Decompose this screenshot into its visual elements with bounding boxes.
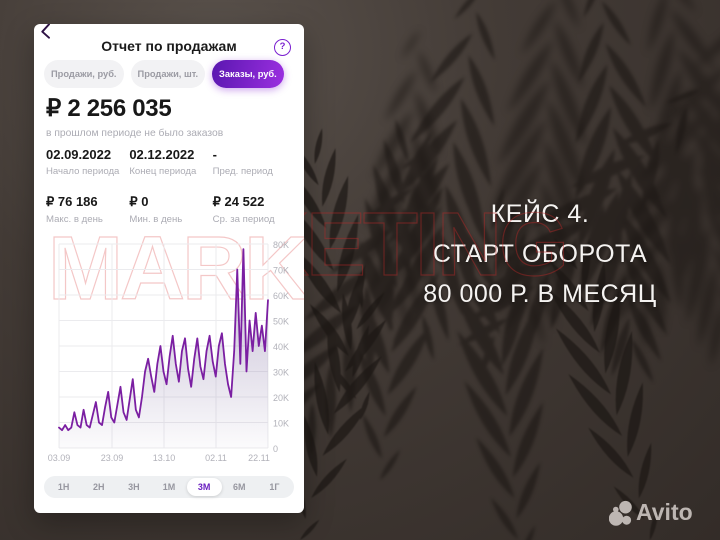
svg-text:22.11: 22.11	[248, 453, 270, 463]
svg-text:70K: 70K	[273, 266, 289, 276]
svg-text:02.11: 02.11	[205, 453, 227, 463]
svg-text:60K: 60K	[273, 291, 289, 301]
svg-text:13.10: 13.10	[153, 453, 176, 463]
svg-text:40K: 40K	[273, 342, 289, 352]
svg-text:80K: 80K	[273, 240, 289, 250]
svg-text:23.09: 23.09	[101, 453, 124, 463]
svg-text:20K: 20K	[273, 393, 289, 403]
svg-text:0: 0	[273, 444, 278, 454]
svg-text:03.09: 03.09	[48, 453, 71, 463]
svg-text:30K: 30K	[273, 368, 289, 378]
svg-text:50K: 50K	[273, 317, 289, 327]
svg-text:10K: 10K	[273, 419, 289, 429]
